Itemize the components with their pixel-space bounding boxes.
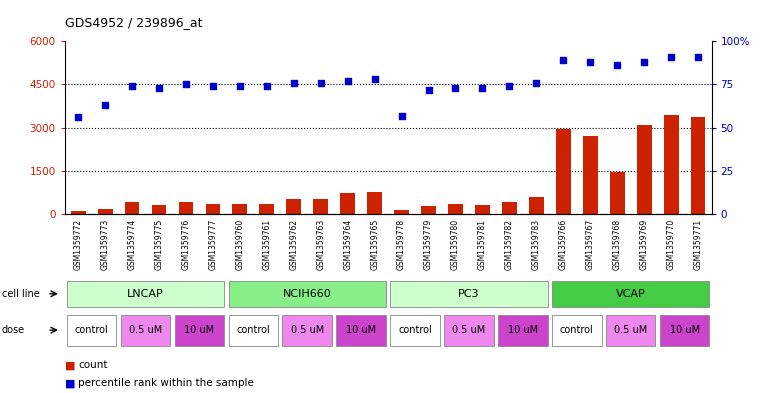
Point [180, 81, 192, 88]
Point [261, 83, 273, 89]
Bar [314, 199, 328, 214]
Bar [71, 211, 85, 214]
Bar [232, 204, 247, 214]
Bar [529, 197, 544, 214]
Bar [475, 205, 490, 214]
Text: ■: ■ [65, 360, 75, 371]
Point [368, 76, 380, 83]
Point [638, 59, 650, 65]
Bar [606, 314, 655, 346]
Text: 10 uM: 10 uM [346, 325, 376, 335]
Text: PC3: PC3 [458, 289, 479, 299]
Point [503, 83, 515, 89]
Point [584, 59, 597, 65]
Point [314, 80, 326, 86]
Bar [340, 193, 355, 214]
Bar [660, 314, 709, 346]
Text: VCAP: VCAP [616, 289, 645, 299]
Text: control: control [237, 325, 270, 335]
Bar [390, 281, 548, 307]
Text: 0.5 uM: 0.5 uM [291, 325, 324, 335]
Point [153, 85, 165, 91]
Bar [664, 115, 679, 214]
Bar [498, 314, 548, 346]
Text: percentile rank within the sample: percentile rank within the sample [78, 378, 254, 388]
Bar [691, 117, 705, 214]
Bar [97, 209, 113, 214]
Point [72, 114, 84, 121]
Bar [179, 202, 193, 214]
Point [288, 80, 300, 86]
Point [665, 54, 677, 60]
Text: 0.5 uM: 0.5 uM [614, 325, 648, 335]
Bar [421, 206, 436, 214]
Text: count: count [78, 360, 108, 371]
Text: ■: ■ [65, 378, 75, 388]
Bar [394, 210, 409, 214]
Bar [368, 192, 382, 214]
Bar [228, 314, 279, 346]
Bar [67, 314, 116, 346]
Bar [282, 314, 332, 346]
Point [99, 102, 111, 108]
Text: 10 uM: 10 uM [184, 325, 215, 335]
Text: 10 uM: 10 uM [508, 325, 538, 335]
Point [611, 62, 623, 69]
Text: LNCAP: LNCAP [127, 289, 164, 299]
Point [234, 83, 246, 89]
Text: 10 uM: 10 uM [670, 325, 699, 335]
Bar [444, 314, 494, 346]
Bar [260, 204, 274, 214]
Bar [552, 314, 602, 346]
Point [530, 80, 543, 86]
Point [476, 85, 489, 91]
Bar [552, 281, 709, 307]
Text: dose: dose [2, 325, 24, 335]
Text: control: control [75, 325, 109, 335]
Bar [125, 202, 139, 214]
Bar [151, 205, 167, 214]
Text: NCIH660: NCIH660 [283, 289, 332, 299]
Bar [286, 199, 301, 214]
Text: 0.5 uM: 0.5 uM [452, 325, 486, 335]
Bar [610, 171, 625, 214]
Point [396, 112, 408, 119]
Bar [67, 281, 224, 307]
Bar [583, 136, 597, 214]
Point [557, 57, 569, 63]
Bar [556, 129, 571, 214]
Bar [175, 314, 224, 346]
Bar [228, 281, 386, 307]
Point [207, 83, 219, 89]
Text: 0.5 uM: 0.5 uM [129, 325, 162, 335]
Text: cell line: cell line [2, 289, 40, 299]
Point [692, 54, 704, 60]
Bar [502, 202, 517, 214]
Bar [390, 314, 440, 346]
Bar [336, 314, 386, 346]
Bar [205, 204, 221, 214]
Point [450, 85, 462, 91]
Point [422, 86, 435, 93]
Text: control: control [560, 325, 594, 335]
Point [342, 78, 354, 84]
Bar [637, 125, 651, 214]
Point [126, 83, 139, 89]
Bar [448, 204, 463, 214]
Text: GDS4952 / 239896_at: GDS4952 / 239896_at [65, 17, 202, 29]
Bar [121, 314, 170, 346]
Text: control: control [398, 325, 432, 335]
